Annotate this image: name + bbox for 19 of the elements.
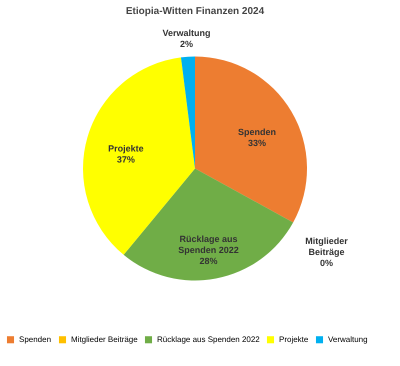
legend-label: Projekte	[279, 334, 309, 344]
legend-label: Verwaltung	[328, 334, 368, 344]
legend-label: Mitglieder Beiträge	[71, 334, 138, 344]
slice-label: Projekte	[108, 143, 144, 154]
legend-label: Spenden	[19, 334, 52, 344]
category-label: Mitglieder Beiträge	[305, 236, 348, 257]
pie-slice	[124, 168, 294, 280]
data-label: 28%	[199, 256, 218, 266]
slice-label: Verwaltung	[162, 28, 210, 38]
slice-label: Spenden	[238, 126, 276, 137]
text: 0%	[320, 258, 333, 268]
legend-label: Rücklage aus Spenden 2022	[157, 334, 260, 344]
pie-slice	[180, 56, 195, 168]
data-label: 33%	[248, 138, 266, 148]
chart-title: Etiopia-Witten Finanzen 2024	[126, 6, 265, 17]
slice-label: Rücklage aus Spenden 2022	[178, 234, 239, 256]
pie-slice	[195, 56, 307, 222]
data-label: 37%	[116, 154, 135, 164]
data-label: 2%	[180, 38, 193, 49]
